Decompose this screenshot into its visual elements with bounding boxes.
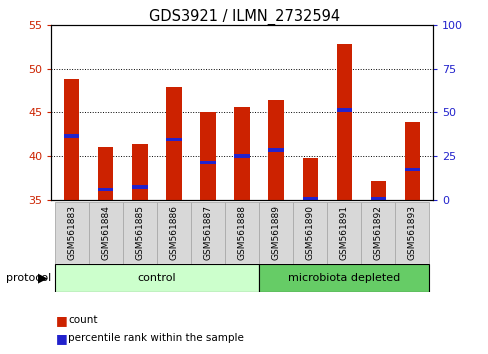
- Text: GSM561884: GSM561884: [101, 205, 110, 260]
- Bar: [361, 202, 394, 264]
- Bar: [404, 122, 419, 200]
- Bar: [302, 158, 317, 200]
- Text: GSM561891: GSM561891: [339, 205, 348, 260]
- Text: GSM561893: GSM561893: [407, 205, 416, 260]
- Text: GDS3921 / ILMN_2732594: GDS3921 / ILMN_2732594: [149, 9, 339, 25]
- Bar: [55, 264, 259, 292]
- Bar: [268, 100, 283, 200]
- Text: control: control: [137, 273, 176, 283]
- Text: percentile rank within the sample: percentile rank within the sample: [68, 333, 244, 343]
- Text: ▶: ▶: [38, 272, 48, 284]
- Text: protocol: protocol: [6, 273, 51, 283]
- Text: GSM561887: GSM561887: [203, 205, 212, 260]
- Bar: [98, 147, 113, 200]
- Bar: [394, 202, 428, 264]
- Bar: [166, 138, 181, 141]
- Bar: [64, 134, 79, 138]
- Bar: [191, 202, 224, 264]
- Text: GSM561883: GSM561883: [67, 205, 76, 260]
- Bar: [89, 202, 122, 264]
- Bar: [132, 185, 147, 189]
- Bar: [370, 198, 385, 201]
- Text: ■: ■: [56, 332, 68, 344]
- Bar: [200, 113, 215, 200]
- Bar: [292, 202, 326, 264]
- Text: GSM561888: GSM561888: [237, 205, 246, 260]
- Text: GSM561892: GSM561892: [373, 205, 382, 260]
- Bar: [302, 196, 317, 200]
- Bar: [64, 79, 79, 200]
- Bar: [336, 44, 351, 200]
- Bar: [234, 107, 249, 200]
- Text: GSM561890: GSM561890: [305, 205, 314, 260]
- Text: count: count: [68, 315, 98, 325]
- Text: microbiota depleted: microbiota depleted: [287, 273, 400, 283]
- Text: GSM561885: GSM561885: [135, 205, 144, 260]
- Bar: [157, 202, 191, 264]
- Bar: [200, 161, 215, 164]
- Text: GSM561889: GSM561889: [271, 205, 280, 260]
- Bar: [336, 108, 351, 112]
- Bar: [326, 202, 361, 264]
- Bar: [234, 154, 249, 158]
- Bar: [224, 202, 259, 264]
- Bar: [259, 264, 428, 292]
- Text: GSM561886: GSM561886: [169, 205, 178, 260]
- Text: ■: ■: [56, 314, 68, 327]
- Bar: [98, 188, 113, 191]
- Bar: [55, 202, 89, 264]
- Bar: [122, 202, 157, 264]
- Bar: [404, 167, 419, 171]
- Bar: [268, 148, 283, 152]
- Bar: [132, 144, 147, 200]
- Bar: [370, 181, 385, 200]
- Bar: [259, 202, 292, 264]
- Bar: [166, 87, 181, 200]
